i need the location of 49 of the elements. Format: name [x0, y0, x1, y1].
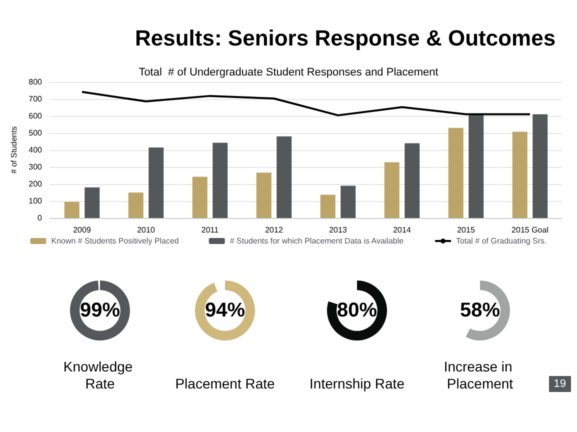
- bar: [64, 202, 80, 218]
- chart-title: Results: Seniors Response & Outcomes: [135, 26, 556, 50]
- line-series: [81, 90, 531, 116]
- data-label: 80%: [336, 300, 378, 322]
- text: Increase in Placement: [444, 358, 516, 392]
- y-tick-label: 700: [28, 94, 43, 104]
- x-tick-label: 2013: [329, 226, 348, 234]
- x-tick-label: 2010: [137, 226, 156, 234]
- y-tick-label: 100: [28, 196, 43, 206]
- bar: [448, 128, 464, 218]
- y-axis-title: # of Students: [9, 126, 18, 174]
- bar: [148, 147, 164, 218]
- y-tick-label: 400: [28, 146, 43, 154]
- bar: [192, 176, 208, 218]
- text: Internship Rate: [310, 376, 405, 392]
- y-tick-label: 800: [28, 78, 43, 86]
- text: Placement Rate: [175, 376, 276, 392]
- bar: [404, 143, 420, 218]
- y-tick-label: 0: [38, 214, 43, 222]
- chart-subtitle: Total # of Undergraduate Student Responses and Placement: [138, 66, 438, 78]
- bar: [84, 187, 100, 218]
- bar: [128, 192, 144, 218]
- bar: [320, 194, 336, 218]
- y-tick-label: 600: [28, 112, 43, 120]
- x-tick-label: 2011: [201, 226, 220, 234]
- y-tick-label: 500: [28, 128, 43, 138]
- bar: [256, 172, 272, 218]
- x-tick-label: 2012: [265, 226, 284, 234]
- legend-label: Known # Students Positively Placed: [51, 236, 179, 246]
- bar: [512, 132, 528, 218]
- x-tick-label: 2015: [457, 226, 476, 234]
- bar: [340, 186, 356, 218]
- y-tick-label: 200: [28, 180, 43, 188]
- bar: [532, 114, 548, 218]
- bar: [468, 114, 484, 218]
- x-tick-label: 2015 Goal: [512, 226, 549, 234]
- x-tick-label: 2014: [393, 226, 412, 234]
- bar: [212, 142, 228, 218]
- bar: [276, 136, 292, 218]
- legend-label: # Students for which Placement Data is Available: [230, 236, 404, 246]
- legend-label: Total # of Graduating Srs.: [456, 236, 547, 246]
- data-label: 58%: [460, 300, 500, 322]
- data-label: 99%: [80, 300, 120, 322]
- y-tick-label: 300: [28, 162, 43, 172]
- text: 19: [548, 376, 571, 392]
- bar: [384, 162, 400, 218]
- text: Knowledge Rate: [63, 358, 137, 392]
- data-label: 94%: [204, 300, 246, 322]
- x-tick-label: 2009: [73, 226, 92, 234]
